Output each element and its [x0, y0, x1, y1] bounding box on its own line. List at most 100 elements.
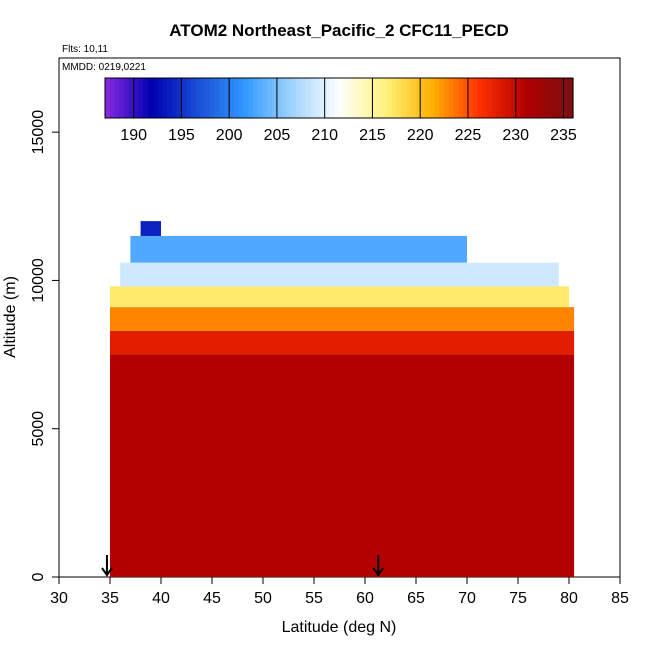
- x-tick-label: 35: [101, 590, 119, 607]
- colorbar-segment: [305, 78, 311, 118]
- colorbar-segment: [147, 78, 154, 118]
- colorbar-segment: [472, 78, 479, 118]
- colorbar-segment: [224, 78, 230, 118]
- colorbar-segment: [358, 78, 364, 118]
- colorbar-segment: [238, 78, 245, 118]
- colorbar-segment: [405, 78, 412, 118]
- colorbar-segment: [510, 78, 517, 118]
- colorbar-segment: [229, 78, 235, 118]
- colorbar-segment: [549, 78, 555, 118]
- colorbar-segment: [539, 78, 545, 118]
- colorbar-segment: [496, 78, 502, 118]
- colorbar-segment: [143, 78, 149, 118]
- heatmap-region: [120, 262, 559, 287]
- colorbar-segment: [372, 78, 378, 118]
- colorbar-tick-label: 235: [550, 127, 577, 144]
- colorbar-segment: [362, 78, 369, 118]
- colorbar-segment: [477, 78, 483, 118]
- colorbar-segment: [339, 78, 345, 118]
- y-axis-label: Altitude (m): [2, 276, 19, 358]
- colorbar-segment: [286, 78, 292, 118]
- colorbar-segment: [439, 78, 445, 118]
- colorbar-segment: [467, 78, 474, 118]
- x-tick-label: 45: [203, 590, 221, 607]
- colorbar-segment: [458, 78, 464, 118]
- x-tick-label: 40: [152, 590, 170, 607]
- heatmap-region: [130, 235, 467, 263]
- colorbar-segment: [267, 78, 273, 118]
- y-axis: 0 5000 10000 15000: [30, 110, 59, 581]
- colorbar-segment: [391, 78, 397, 118]
- colorbar-segment: [310, 78, 316, 118]
- colorbar-segment: [300, 78, 307, 118]
- heatmap-region: [140, 221, 161, 236]
- colorbar-segment: [506, 78, 512, 118]
- colorbar-segment: [534, 78, 541, 118]
- colorbar-segment: [105, 78, 111, 118]
- x-axis: 30 35 40 45 50 55 60 65 70 75 80 85: [50, 577, 629, 607]
- colorbar-segment: [167, 78, 173, 118]
- colorbar-segment: [114, 78, 120, 118]
- flight-arrows: [101, 555, 385, 577]
- colorbar-segment: [530, 78, 536, 118]
- colorbar-segment: [248, 78, 254, 118]
- colorbar-tick-label: 225: [455, 127, 482, 144]
- colorbar-segment: [525, 78, 531, 118]
- x-tick-label: 30: [50, 590, 68, 607]
- colorbar-segment: [171, 78, 178, 118]
- colorbar-segment: [152, 78, 159, 118]
- colorbar-segment: [381, 78, 388, 118]
- colorbar-segment: [410, 78, 417, 118]
- colorbar-segment: [515, 78, 522, 118]
- colorbar-segment: [334, 78, 340, 118]
- colorbar-segment: [181, 78, 187, 118]
- colorbar-tick-label: 215: [359, 127, 386, 144]
- colorbar-segment: [563, 78, 569, 118]
- colorbar-segment: [109, 78, 116, 118]
- heatmap-region: [110, 330, 575, 355]
- arrow-head: [372, 567, 385, 577]
- colorbar-segment: [214, 78, 221, 118]
- colorbar-segment: [482, 78, 488, 118]
- colorbar-segment: [243, 78, 249, 118]
- chart-title: ATOM2 Northeast_Pacific_2 CFC11_PECD: [169, 21, 509, 40]
- heatmap-cells: [110, 221, 575, 577]
- colorbar-segment: [434, 78, 440, 118]
- heatmap-region: [110, 286, 569, 308]
- colorbar-segment: [315, 78, 321, 118]
- colorbar-segment: [348, 78, 354, 118]
- colorbar-segment: [453, 78, 459, 118]
- colorbar-segment: [272, 78, 278, 118]
- colorbar-segment: [487, 78, 493, 118]
- colorbar-segment: [324, 78, 331, 118]
- colorbar-segment: [424, 78, 431, 118]
- colorbar-segment: [448, 78, 455, 118]
- colorbar-segment: [276, 78, 283, 118]
- colorbar-tick-label: 205: [264, 127, 291, 144]
- colorbar-segment: [186, 78, 192, 118]
- x-tick-label: 65: [407, 590, 425, 607]
- colorbar-segment: [119, 78, 125, 118]
- colorbar-segment: [262, 78, 268, 118]
- colorbar-segment: [568, 78, 574, 118]
- colorbar-segment: [296, 78, 302, 118]
- colorbar-segment: [133, 78, 140, 118]
- colorbar-segment: [396, 78, 402, 118]
- colorbar-segment: [367, 78, 374, 118]
- colorbar-segment: [124, 78, 130, 118]
- y-tick-label: 5000: [30, 411, 47, 447]
- colorbar-segment: [420, 78, 426, 118]
- heatmap-region: [110, 354, 575, 577]
- colorbar-segment: [195, 78, 202, 118]
- colorbar-segment: [386, 78, 393, 118]
- colorbar-tick-label: 220: [407, 127, 434, 144]
- colorbar-segment: [329, 78, 335, 118]
- colorbar-tick-label: 190: [120, 127, 147, 144]
- colorbar-segment: [491, 78, 498, 118]
- colorbar-frame: [104, 77, 574, 119]
- colorbar-segment: [281, 78, 288, 118]
- x-tick-label: 70: [458, 590, 476, 607]
- colorbar: 190 195 200 205 210 215 220 225 230 235: [104, 77, 577, 144]
- colorbar-segment: [377, 78, 383, 118]
- colorbar-segment: [233, 78, 240, 118]
